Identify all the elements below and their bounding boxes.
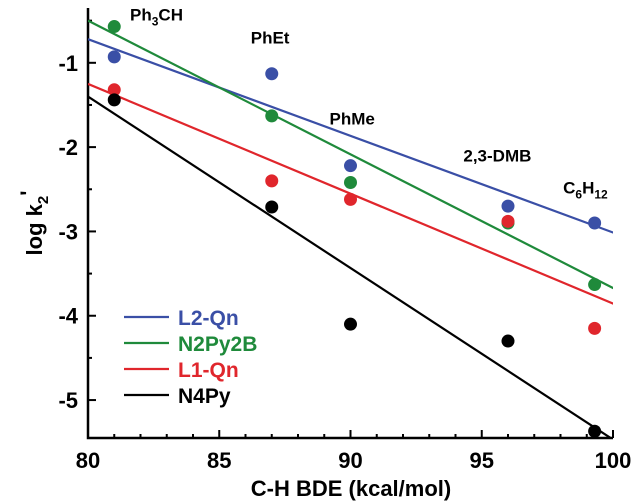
data-point-l1-qn bbox=[107, 83, 121, 97]
data-point-n4py bbox=[501, 334, 515, 348]
fit-line-n4py bbox=[88, 95, 613, 438]
legend: L2-Qn N2Py2B L1-Qn N4Py bbox=[124, 307, 257, 408]
data-points bbox=[107, 20, 602, 438]
y-tick-label: -3 bbox=[58, 219, 78, 244]
compound-label: PhEt bbox=[251, 28, 290, 47]
x-axis-ticks: 80 85 90 95 100 bbox=[76, 430, 632, 473]
fit-line-n2py2b bbox=[88, 19, 613, 290]
data-point-l1-qn bbox=[344, 192, 357, 206]
y-tick-label: -4 bbox=[58, 304, 78, 329]
data-point-l2-qn bbox=[107, 50, 121, 64]
data-point-n4py bbox=[588, 424, 602, 438]
compound-label: PhMe bbox=[330, 109, 375, 128]
compound-labels: Ph3CH PhEt PhMe 2,3-DMB C6H12 bbox=[130, 6, 608, 202]
data-point-n2py2b bbox=[107, 20, 121, 34]
data-point-n2py2b bbox=[344, 176, 357, 190]
y-tick-label: -2 bbox=[58, 135, 78, 160]
legend-label: N4Py bbox=[178, 385, 231, 408]
y-axis-title-main: log k bbox=[22, 203, 47, 255]
plot-area bbox=[86, 8, 613, 440]
data-point-l2-qn bbox=[501, 199, 515, 213]
compound-label: C6H12 bbox=[563, 178, 608, 201]
compound-label: 2,3-DMB bbox=[463, 146, 531, 165]
fit-line-l2-qn bbox=[88, 38, 613, 234]
legend-label: L1-Qn bbox=[178, 359, 239, 382]
y-axis-title-subscript: 2 bbox=[35, 196, 52, 204]
data-point-l1-qn bbox=[265, 174, 279, 188]
plot-frame-left-bottom bbox=[86, 8, 613, 440]
data-point-n2py2b bbox=[265, 109, 279, 123]
fit-lines bbox=[88, 19, 613, 438]
x-tick-label: 85 bbox=[207, 448, 231, 473]
y-axis-title-prime: ' bbox=[16, 191, 41, 196]
x-tick-label: 90 bbox=[338, 448, 362, 473]
y-tick-label: -1 bbox=[58, 51, 78, 76]
data-point-n4py bbox=[107, 93, 121, 107]
y-axis-ticks: -1 -2 -3 -4 -5 bbox=[58, 19, 96, 413]
x-tick-label: 95 bbox=[470, 448, 494, 473]
x-axis-title: C-H BDE (kcal/mol) bbox=[251, 476, 451, 501]
legend-label: L2-Qn bbox=[178, 307, 239, 330]
data-point-n4py bbox=[265, 200, 279, 214]
data-point-l2-qn bbox=[265, 67, 279, 81]
data-point-n4py bbox=[344, 317, 357, 331]
y-tick-label: -5 bbox=[58, 388, 78, 413]
data-point-l2-qn bbox=[344, 159, 357, 173]
compound-label: Ph3CH bbox=[130, 6, 183, 29]
data-point-l1-qn bbox=[501, 214, 515, 228]
fit-line-l1-qn bbox=[88, 82, 613, 305]
data-point-l2-qn bbox=[588, 216, 602, 230]
x-tick-label: 80 bbox=[76, 448, 100, 473]
legend-label: N2Py2B bbox=[178, 333, 257, 356]
x-tick-label: 100 bbox=[595, 448, 632, 473]
y-axis-title: log k2' bbox=[16, 191, 52, 256]
data-point-n2py2b bbox=[588, 278, 602, 292]
data-point-l1-qn bbox=[588, 321, 602, 335]
